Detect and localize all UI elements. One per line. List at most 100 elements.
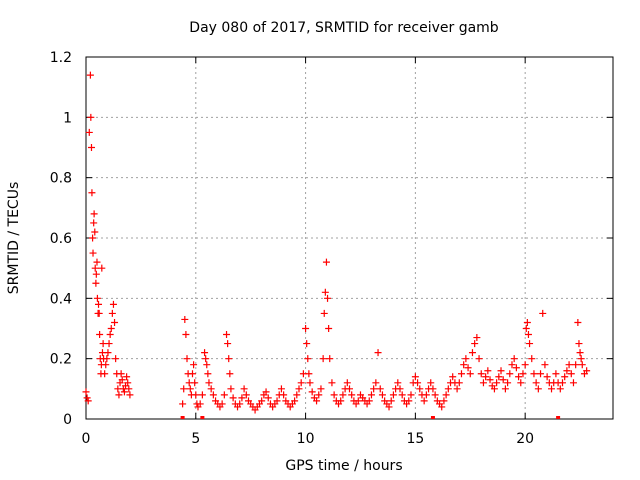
data-point [519, 370, 527, 378]
data-point [326, 355, 334, 363]
data-point [99, 340, 107, 348]
data-point [220, 391, 228, 399]
data-point [457, 370, 465, 378]
data-point [575, 340, 583, 348]
data-point [89, 249, 97, 257]
data-point [442, 391, 450, 399]
x-axis-label: GPS time / hours [285, 458, 402, 474]
data-point [466, 370, 474, 378]
data-point [203, 361, 211, 369]
data-point [405, 397, 413, 405]
data-point [98, 264, 106, 272]
data-point [240, 385, 248, 393]
data-point [91, 264, 99, 272]
data-point [438, 403, 446, 411]
data-point [515, 373, 523, 381]
data-point [462, 355, 470, 363]
data-point [202, 355, 210, 363]
data-point [420, 397, 428, 405]
x-tick-label: 20 [516, 431, 534, 447]
y-tick-label: 0.6 [50, 231, 72, 247]
data-point [365, 397, 373, 405]
data-point [242, 391, 250, 399]
y-tick-label: 0.4 [50, 291, 72, 307]
data-point [471, 340, 479, 348]
data-point [398, 391, 406, 399]
data-point [120, 388, 128, 396]
data-point [394, 379, 402, 387]
data-point [497, 367, 505, 375]
data-point [440, 397, 448, 405]
data-point [328, 379, 336, 387]
data-point [183, 355, 191, 363]
data-point [106, 331, 114, 339]
data-point [291, 397, 299, 405]
data-point [370, 385, 378, 393]
data-point [414, 379, 422, 387]
data-point [484, 367, 492, 375]
y-tick-label: 0.2 [50, 352, 72, 368]
data-point [304, 355, 312, 363]
data-point [315, 391, 323, 399]
data-point [348, 391, 356, 399]
data-point [578, 361, 586, 369]
data-point [181, 315, 189, 323]
data-point [308, 388, 316, 396]
data-point [530, 370, 538, 378]
data-point [293, 391, 301, 399]
data-point [225, 355, 233, 363]
y-tick-label: 0 [63, 412, 72, 428]
data-point [372, 379, 380, 387]
data-point [198, 391, 206, 399]
data-point [517, 379, 525, 387]
data-point [124, 379, 132, 387]
data-point [464, 364, 472, 372]
data-point [179, 400, 187, 408]
data-point [526, 340, 534, 348]
data-point [558, 379, 566, 387]
data-point [493, 379, 501, 387]
data-point [306, 379, 314, 387]
data-point [236, 400, 244, 408]
data-point [499, 376, 507, 384]
data-point [302, 325, 310, 332]
data-point [201, 349, 209, 357]
data-point [93, 258, 101, 266]
y-axis-ticks: 0 0.2 0.4 0.6 0.8 1 1.2 [50, 50, 613, 428]
y-tick-label: 0.8 [50, 171, 72, 187]
data-point [224, 340, 232, 348]
data-point [534, 385, 542, 393]
data-point [190, 361, 198, 369]
data-point [548, 385, 556, 393]
data-point [84, 397, 92, 405]
baseline-mark [556, 416, 561, 419]
data-point [325, 325, 333, 332]
data-point [495, 373, 503, 381]
x-tick-label: 15 [406, 431, 424, 447]
data-point [305, 370, 313, 378]
plot-frame [85, 56, 614, 420]
data-point [482, 373, 490, 381]
data-point [475, 355, 483, 363]
baseline-mark [430, 416, 435, 419]
data-point [506, 370, 514, 378]
data-point [541, 361, 549, 369]
data-point [89, 234, 97, 242]
data-point [321, 288, 329, 296]
data-point [115, 391, 123, 399]
data-point [117, 370, 125, 378]
data-point [109, 300, 117, 308]
baseline-mark [200, 416, 205, 419]
data-point [337, 397, 345, 405]
data-point [112, 355, 120, 363]
data-point [552, 370, 560, 378]
data-point [567, 370, 575, 378]
data-point [577, 355, 585, 363]
data-point [226, 370, 234, 378]
y-axis-label: SRMTID / TECUs [6, 182, 22, 295]
data-point [126, 391, 134, 399]
data-point [416, 385, 424, 393]
baseline-marks [180, 416, 561, 419]
data-point [191, 379, 199, 387]
